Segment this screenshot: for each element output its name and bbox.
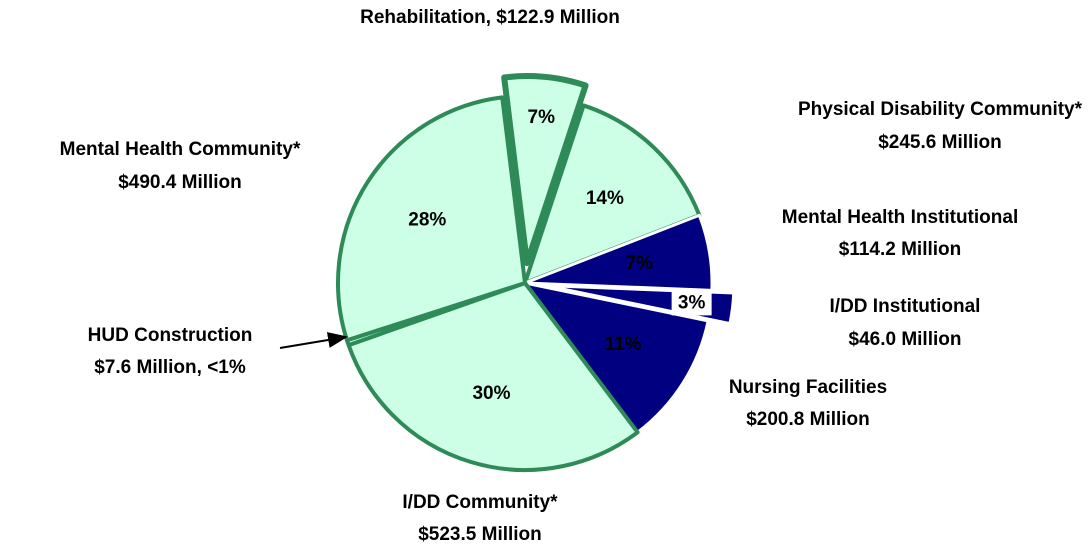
slice-label: $490.4 Million: [118, 172, 242, 193]
slice-label: $114.2 Million: [839, 239, 962, 260]
pie-slice: [336, 95, 527, 343]
slice-label: Rehabilitation, $122.9 Million: [360, 7, 620, 28]
slices: [336, 73, 736, 472]
slice-label: $200.8 Million: [746, 409, 870, 430]
slice-label: HUD Construction: [88, 325, 253, 346]
pie-slice: [523, 103, 702, 285]
slice-label: $245.6 Million: [878, 132, 1002, 153]
pie-slice: [523, 281, 710, 434]
percent-label: 7%: [528, 107, 556, 128]
pie-slice: [346, 281, 640, 472]
slice-label: $523.5 Million: [418, 524, 542, 545]
pie-slice: [501, 73, 589, 267]
slice-label: $46.0 Million: [849, 329, 962, 350]
percent-label: 7%: [626, 253, 654, 274]
slice-label: Mental Health Institutional: [782, 207, 1018, 228]
slice-label: Physical Disability Community*: [798, 99, 1083, 120]
slice-label: I/DD Community*: [402, 492, 558, 513]
labels: 7% Rehabilitation, $122.9 Million 14% Physi…: [60, 7, 1083, 545]
percent-label-box: [671, 291, 712, 316]
percent-label: 28%: [408, 210, 446, 231]
percent-label: 11%: [604, 334, 641, 355]
percent-label: 30%: [472, 383, 510, 404]
slice-label: Mental Health Community*: [60, 139, 301, 160]
slice-label: $7.6 Million, <1%: [94, 357, 246, 378]
slice-label: Nursing Facilities: [729, 377, 887, 398]
percent-label: 3%: [678, 292, 706, 313]
slice-label: I/DD Institutional: [830, 296, 981, 317]
hud-arrow: [279, 332, 348, 349]
percent-label: 14%: [586, 188, 624, 209]
pie-slice: [523, 213, 714, 292]
